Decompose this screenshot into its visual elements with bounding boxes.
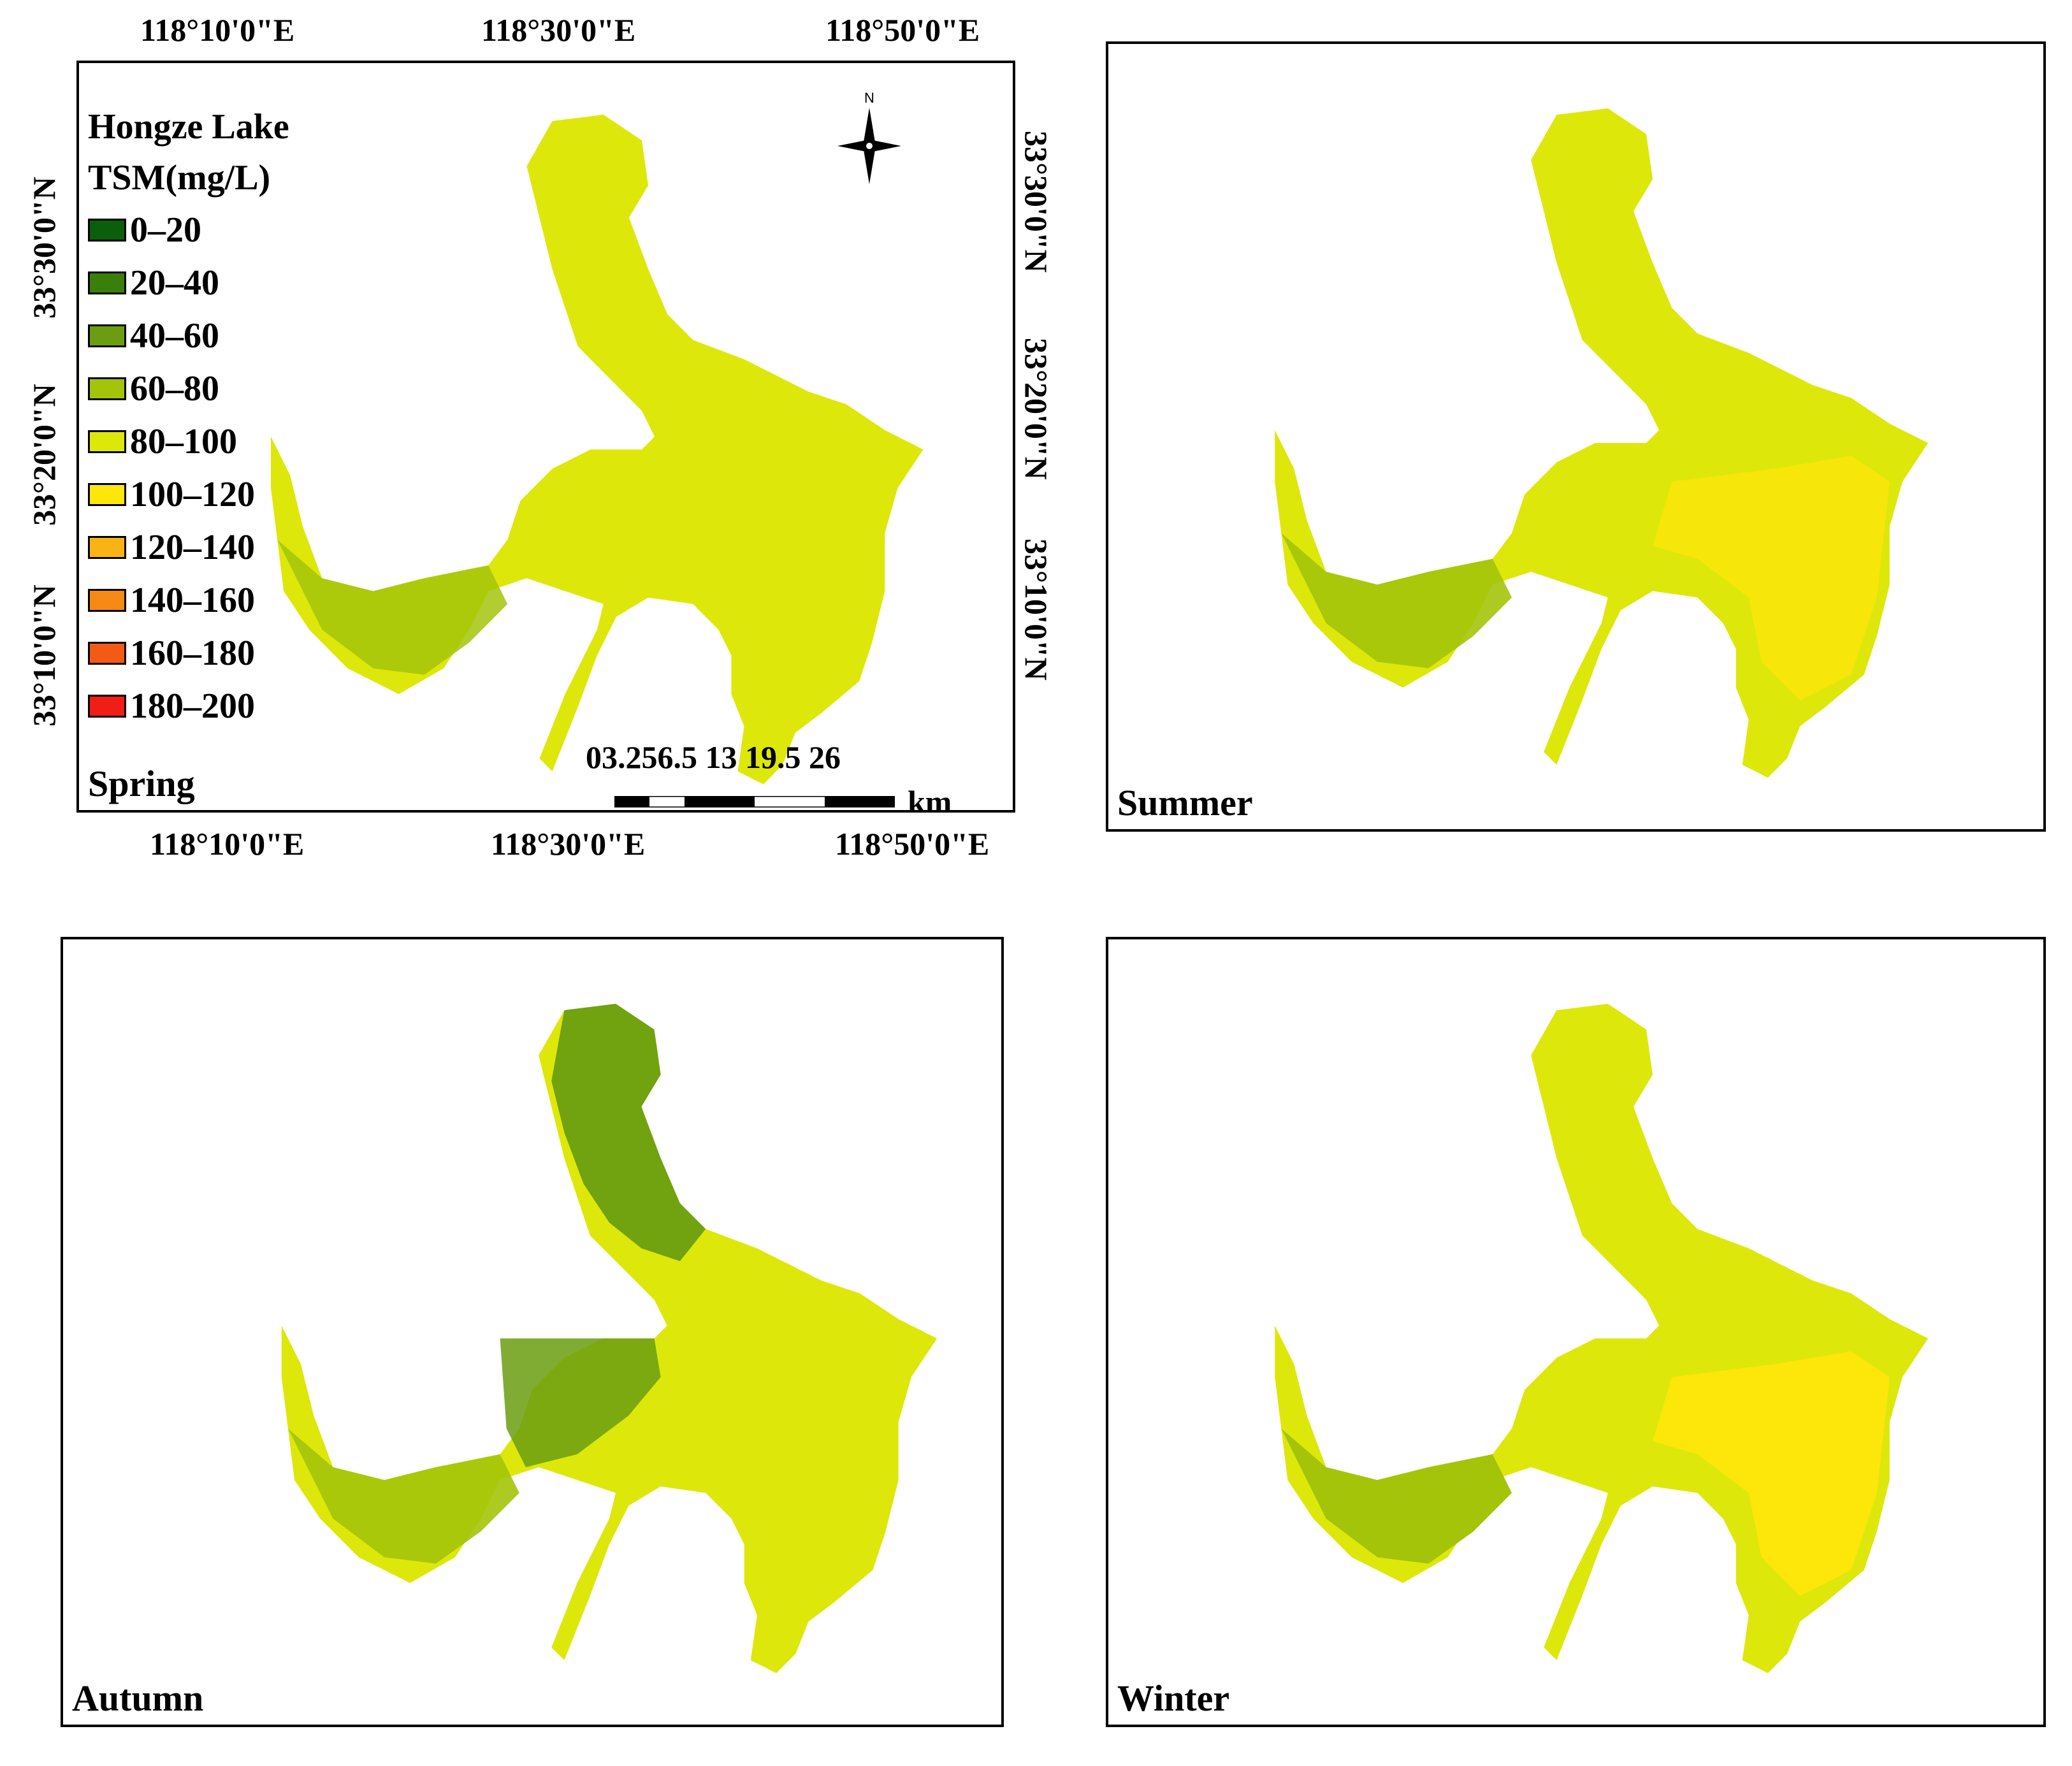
scalebar: [613, 795, 896, 809]
summer-map-panel: Summer: [1106, 41, 2046, 832]
legend-swatch: [88, 535, 126, 559]
legend-item-label: 0–20: [130, 210, 201, 250]
legend-item-label: 140–160: [130, 580, 255, 620]
legend-item-label: 120–140: [130, 527, 255, 567]
winter-map-panel: Winter: [1106, 937, 2046, 1727]
autumn-map-panel: Autumn: [61, 937, 1004, 1727]
right-lat-tick: 33°10'0"N: [1018, 539, 1054, 681]
north-label: N: [864, 90, 874, 106]
legend-item-label: 100–120: [130, 474, 255, 514]
spring-map-panel: Hongze Lake TSM(mg/L) 0–20 20–40 40–60 6…: [76, 61, 1015, 820]
map-legend: Hongze Lake TSM(mg/L) 0–20 20–40 40–60 6…: [88, 101, 289, 732]
legend-title-unit: TSM(mg/L): [88, 158, 271, 198]
summer-lake-map: [1275, 108, 1929, 778]
bottom-lon-tick: 118°30'0"E: [491, 826, 646, 862]
season-label-summer: Summer: [1117, 782, 1253, 823]
legend-item: 100–120: [88, 468, 289, 521]
season-label-winter: Winter: [1117, 1677, 1230, 1719]
legend-swatch: [88, 588, 126, 612]
legend-title-place: Hongze Lake: [88, 107, 289, 147]
legend-item: 40–60: [88, 309, 289, 362]
season-label-autumn: Autumn: [72, 1677, 204, 1719]
legend-item: 20–40: [88, 256, 289, 309]
legend-item: 120–140: [88, 521, 289, 574]
legend-swatch: [88, 218, 126, 242]
legend-item: 60–80: [88, 362, 289, 415]
legend-item: 0–20: [88, 203, 289, 256]
legend-item-label: 80–100: [130, 421, 237, 461]
right-lat-tick: 33°20'0"N: [1018, 338, 1054, 480]
legend-swatch: [88, 430, 126, 453]
legend-swatch: [88, 377, 126, 400]
legend-item-label: 180–200: [130, 686, 255, 726]
legend-item-label: 20–40: [130, 263, 219, 303]
left-lat-tick: 33°10'0"N: [26, 584, 62, 727]
legend-swatch: [88, 482, 126, 506]
left-lat-tick: 33°20'0"N: [26, 384, 62, 526]
legend-item-label: 60–80: [130, 368, 219, 409]
top-lon-tick: 118°30'0"E: [481, 12, 636, 48]
legend-item: 80–100: [88, 415, 289, 468]
legend-item-label: 160–180: [130, 633, 255, 673]
left-lat-tick: 33°30'0"N: [26, 177, 62, 319]
top-lon-tick: 118°10'0"E: [140, 12, 295, 48]
winter-lake-map: [1275, 1003, 1929, 1674]
legend-swatch: [88, 324, 126, 347]
legend-swatch: [88, 641, 126, 665]
season-label-spring: Spring: [88, 763, 195, 804]
legend-item: 180–200: [88, 679, 289, 732]
legend-item: 140–160: [88, 574, 289, 626]
north-arrow-icon: N: [831, 89, 908, 191]
autumn-lake-map: [281, 1003, 938, 1674]
scalebar-unit: km: [908, 784, 952, 820]
legend-swatch: [88, 694, 126, 718]
right-lat-tick: 33°30'0"N: [1018, 131, 1054, 273]
legend-swatch: [88, 271, 126, 294]
bottom-lon-tick: 118°10'0"E: [150, 826, 305, 862]
legend-item-label: 40–60: [130, 315, 219, 356]
legend-item: 160–180: [88, 626, 289, 679]
bottom-lon-tick: 118°50'0"E: [835, 826, 990, 862]
top-lon-tick: 118°50'0"E: [825, 12, 980, 48]
scalebar-numbers: 03.256.5 13 19.5 26: [586, 739, 841, 775]
